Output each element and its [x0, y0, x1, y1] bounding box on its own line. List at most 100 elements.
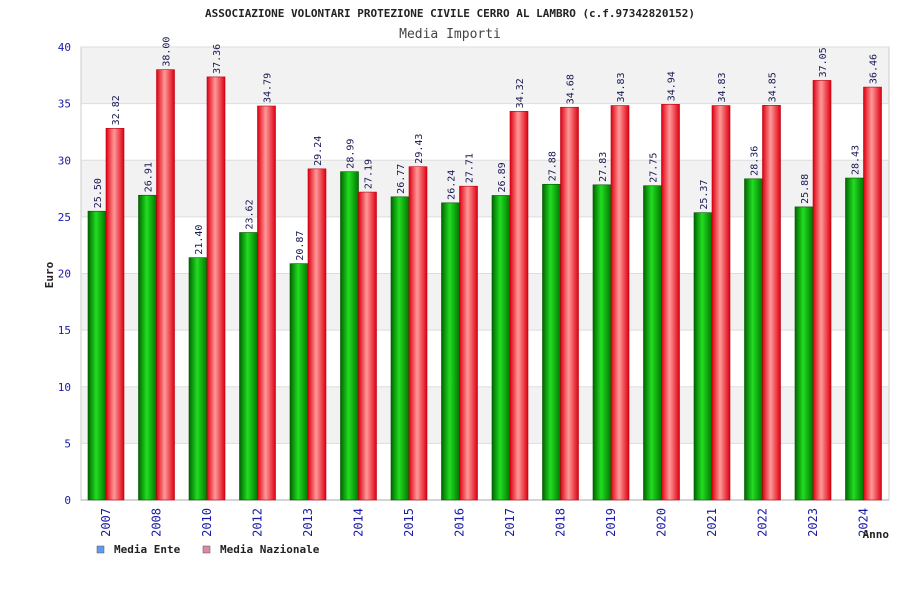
data-label-media-ente: 26.89: [497, 162, 508, 192]
bar-media-ente: [289, 263, 309, 501]
data-label-media-nazionale: 34.94: [667, 71, 678, 101]
data-label-media-ente: 25.37: [699, 180, 710, 210]
data-label-media-ente: 26.24: [447, 170, 458, 200]
legend-label-media-nazionale: Media Nazionale: [220, 543, 320, 556]
x-tick-label: 2012: [251, 508, 265, 537]
y-tick-label: 25: [58, 211, 71, 224]
bar-media-nazionale: [206, 76, 226, 501]
data-label-media-nazionale: 34.83: [616, 72, 627, 102]
x-tick-label: 2010: [200, 508, 214, 537]
bar-media-nazionale: [307, 168, 327, 501]
bar-media-nazionale: [762, 105, 781, 501]
bar-media-ente: [87, 210, 107, 501]
data-label-media-nazionale: 34.83: [717, 72, 728, 102]
x-tick-label: 2008: [150, 508, 164, 537]
bars: [87, 69, 882, 501]
bar-media-ente: [390, 196, 410, 501]
y-tick-label: 40: [58, 41, 71, 54]
data-label-media-ente: 20.87: [295, 231, 306, 261]
data-label-media-nazionale: 37.36: [212, 44, 223, 74]
bar-media-nazionale: [257, 105, 276, 501]
data-label-media-nazionale: 27.71: [465, 153, 476, 183]
data-label-media-nazionale: 34.68: [566, 74, 577, 104]
y-tick-label: 35: [58, 98, 71, 111]
bar-media-ente: [592, 184, 612, 501]
bar-media-nazionale: [610, 105, 630, 501]
bar-media-ente: [239, 232, 258, 501]
x-tick-label: 2017: [503, 508, 517, 537]
bar-media-ente: [643, 185, 662, 501]
data-label-media-ente: 27.88: [548, 151, 559, 181]
x-tick-label: 2019: [604, 508, 618, 537]
bar-media-ente: [138, 194, 157, 501]
data-label-media-ente: 21.40: [194, 225, 205, 255]
legend-swatch-media-nazionale: [202, 545, 211, 554]
y-tick-label: 5: [64, 437, 71, 450]
x-tick-label: 2014: [352, 508, 366, 537]
y-axis-ticks: 0 5 10 15 20 25 30 35 40: [58, 41, 71, 507]
x-tick-label: 2021: [705, 508, 719, 537]
bar-media-ente: [340, 171, 359, 501]
bar-media-nazionale: [408, 166, 428, 501]
data-label-media-ente: 27.83: [598, 152, 609, 182]
data-label-media-ente: 23.62: [245, 199, 256, 229]
data-label-media-nazionale: 38.00: [162, 37, 173, 67]
bar-media-ente: [744, 178, 763, 501]
chart-title: ASSOCIAZIONE VOLONTARI PROTEZIONE CIVILE…: [205, 7, 695, 20]
x-tick-label: 2024: [857, 508, 871, 537]
legend-label-media-ente: Media Ente: [114, 543, 181, 556]
bar-media-ente: [441, 202, 460, 501]
bar-media-ente: [693, 212, 713, 501]
bar-media-nazionale: [156, 69, 175, 501]
data-label-media-nazionale: 27.19: [364, 159, 375, 189]
bar-media-nazionale: [863, 86, 882, 501]
bar-media-ente: [794, 206, 814, 501]
data-label-media-nazionale: 32.82: [111, 95, 122, 125]
data-label-media-ente: 28.99: [346, 139, 357, 169]
x-tick-label: 2020: [655, 508, 669, 537]
bar-media-nazionale: [560, 106, 579, 501]
data-label-media-nazionale: 34.32: [515, 78, 526, 108]
y-tick-label: 15: [58, 324, 71, 337]
bar-media-ente: [845, 177, 864, 501]
chart-subtitle: Media Importi: [399, 27, 501, 42]
data-label-media-ente: 28.36: [750, 146, 761, 176]
x-axis-ticks: 2007 2008 2010 2012 2013 2014 2015 2016 2017 2018…: [99, 508, 871, 537]
data-label-media-nazionale: 37.05: [818, 47, 829, 77]
x-axis-label: Anno: [863, 528, 890, 541]
x-tick-label: 2013: [301, 508, 315, 537]
data-label-media-ente: 27.75: [649, 153, 660, 183]
bar-media-ente: [188, 257, 208, 501]
bar-media-nazionale: [711, 105, 731, 501]
data-label-media-nazionale: 29.24: [313, 136, 324, 166]
bar-media-nazionale: [812, 80, 832, 501]
bar-media-ente: [491, 195, 511, 501]
bar-media-nazionale: [509, 111, 529, 501]
data-label-media-ente: 25.50: [93, 178, 104, 208]
data-labels: 25.50 32.82 26.91 38.00 21.40 37.36 23.62 34.79…: [93, 37, 880, 261]
data-label-media-ente: 26.91: [144, 162, 155, 192]
x-tick-label: 2022: [756, 508, 770, 537]
data-label-media-ente: 28.43: [851, 145, 862, 175]
x-tick-label: 2016: [453, 508, 467, 537]
bar-media-nazionale: [358, 191, 377, 501]
y-tick-label: 30: [58, 154, 71, 167]
data-label-media-ente: 25.88: [800, 174, 811, 204]
data-label-media-ente: 26.77: [396, 164, 407, 194]
data-label-media-nazionale: 29.43: [414, 134, 425, 164]
bar-media-ente: [542, 183, 561, 501]
x-tick-label: 2018: [554, 508, 568, 537]
y-tick-label: 10: [58, 381, 71, 394]
x-tick-label: 2023: [806, 508, 820, 537]
bar-media-nazionale: [661, 104, 680, 501]
bar-media-nazionale: [459, 185, 478, 501]
legend-swatch-media-ente: [96, 545, 105, 554]
data-label-media-nazionale: 36.46: [869, 54, 880, 84]
y-axis-label: Euro: [43, 261, 56, 288]
data-label-media-nazionale: 34.79: [263, 73, 274, 103]
bar-media-nazionale: [105, 128, 125, 501]
y-tick-label: 20: [58, 268, 71, 281]
x-tick-label: 2007: [99, 508, 113, 537]
legend: Media Ente Media Nazionale: [96, 543, 320, 556]
data-label-media-nazionale: 34.85: [768, 72, 779, 102]
